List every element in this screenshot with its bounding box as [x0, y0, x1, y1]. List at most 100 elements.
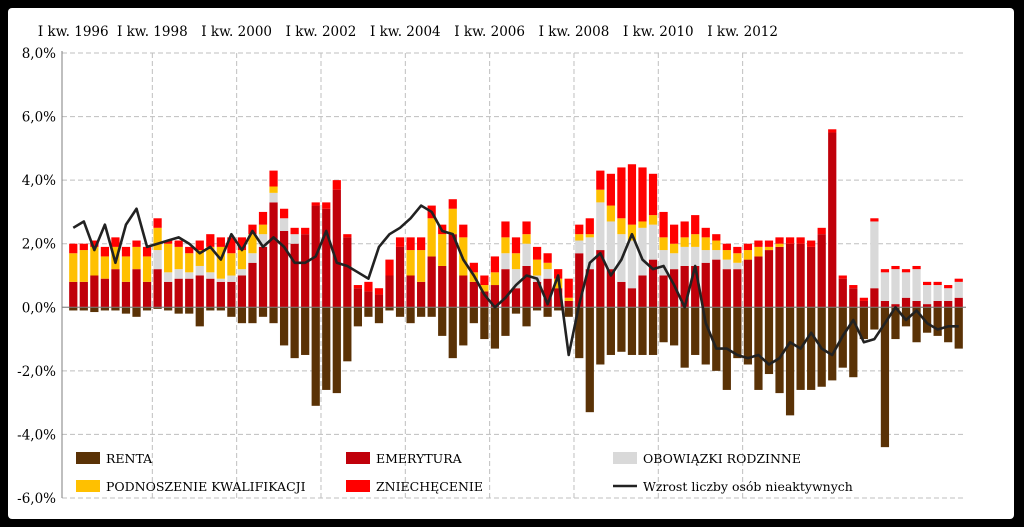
bar-segment [807, 246, 816, 308]
bar-segment [680, 246, 689, 266]
bar-segment [248, 307, 257, 324]
bar-segment [670, 307, 679, 346]
bar-segment [659, 307, 668, 343]
bar-segment [290, 234, 299, 244]
bar-segment [206, 246, 215, 273]
bar-segment [564, 278, 573, 298]
bar-segment [417, 237, 426, 251]
bar-segment [343, 237, 352, 308]
bar-segment [638, 227, 647, 276]
bar-segment [374, 307, 384, 324]
bar-segment [912, 269, 921, 301]
bar-segment [701, 262, 710, 308]
bar-segment [575, 234, 584, 241]
bar-segment [933, 281, 942, 286]
legend-label: ZNIECHĘCENIE [376, 479, 483, 494]
bar-segment [206, 278, 215, 308]
bar-segment [385, 307, 394, 311]
bar-segment [132, 246, 141, 270]
bar-segment [617, 307, 626, 352]
bar-segment [79, 307, 88, 311]
legend-label: OBOWIĄZKI RODZINNE [643, 451, 801, 466]
bar-segment [828, 132, 837, 308]
bar-segment [79, 281, 88, 308]
bar-segment [575, 224, 584, 235]
bar-segment [722, 269, 731, 308]
bar-segment [279, 307, 289, 346]
bar-segment [564, 307, 573, 317]
bar-segment [575, 307, 584, 359]
bar-segment [575, 240, 584, 254]
bar-segment [870, 307, 879, 330]
bar-segment [195, 307, 204, 327]
bar-segment [153, 269, 162, 308]
bar-segment [891, 269, 900, 305]
x-tick-label: I kw. 2010 [623, 24, 694, 40]
bar-segment [227, 307, 236, 317]
bar-segment [891, 265, 900, 270]
bar-segment [153, 307, 162, 309]
bar-segment [227, 275, 236, 282]
bar-segment [743, 259, 753, 308]
bar-segment [585, 218, 594, 235]
bar-segment [395, 246, 405, 308]
bar-segment [785, 237, 795, 244]
bar-segment [596, 250, 605, 308]
bar-segment [954, 297, 963, 308]
bar-segment [901, 307, 911, 327]
bar-segment [691, 265, 700, 308]
bar-segment [427, 218, 436, 257]
bar-segment [195, 265, 204, 276]
bar-segment [459, 224, 468, 238]
bar-segment [627, 288, 637, 308]
bar-segment [111, 237, 120, 247]
bar-segment [733, 246, 742, 254]
bar-segment [891, 307, 900, 340]
bar-segment [216, 278, 225, 282]
bar-segment [648, 173, 658, 216]
bar-segment [174, 246, 183, 270]
bar-segment [648, 259, 658, 308]
bar-segment [627, 224, 637, 241]
bar-segment [237, 250, 247, 270]
bar-segment [459, 307, 468, 346]
bar-segment [543, 269, 552, 279]
bar-segment [174, 278, 183, 308]
bar-segment [849, 288, 858, 308]
x-tick-label: I kw. 2008 [539, 24, 610, 40]
bar-segment [511, 237, 521, 254]
bar-segment [438, 265, 447, 308]
bar-segment [754, 307, 763, 390]
bar-segment [248, 224, 257, 235]
bar-segment [301, 227, 310, 235]
bar-segment [891, 304, 900, 308]
y-tick-label: -4,0% [17, 427, 56, 443]
y-tick-label: 4,0% [22, 173, 56, 189]
legend-label: Wzrost liczby osób nieaktywnych [643, 479, 853, 494]
bar-segment [269, 192, 278, 203]
bar-segment [269, 307, 278, 324]
bar-segment [670, 243, 679, 254]
bar-segment [216, 281, 225, 308]
bar-segment [522, 243, 531, 266]
bar-segment [121, 307, 131, 314]
x-tick-label: I kw. 1996 [38, 24, 109, 40]
bar-segment [743, 250, 753, 260]
legend-swatch [613, 452, 637, 464]
bar-segment [279, 218, 289, 231]
bar-segment [79, 243, 88, 251]
bar-segment [206, 234, 215, 247]
bar-segment [733, 262, 742, 270]
bar-segment [627, 307, 637, 355]
bar-segment [111, 307, 120, 311]
bar-segment [870, 288, 879, 308]
bar-segment [164, 240, 173, 244]
bar-segment [859, 297, 868, 301]
bar-segment [258, 224, 268, 235]
bar-segment [480, 275, 489, 286]
bar-segment [659, 250, 668, 276]
bar-segment [733, 269, 742, 308]
bar-segment [627, 240, 637, 289]
y-tick-label: 8,0% [22, 46, 56, 62]
bar-segment [849, 307, 858, 378]
